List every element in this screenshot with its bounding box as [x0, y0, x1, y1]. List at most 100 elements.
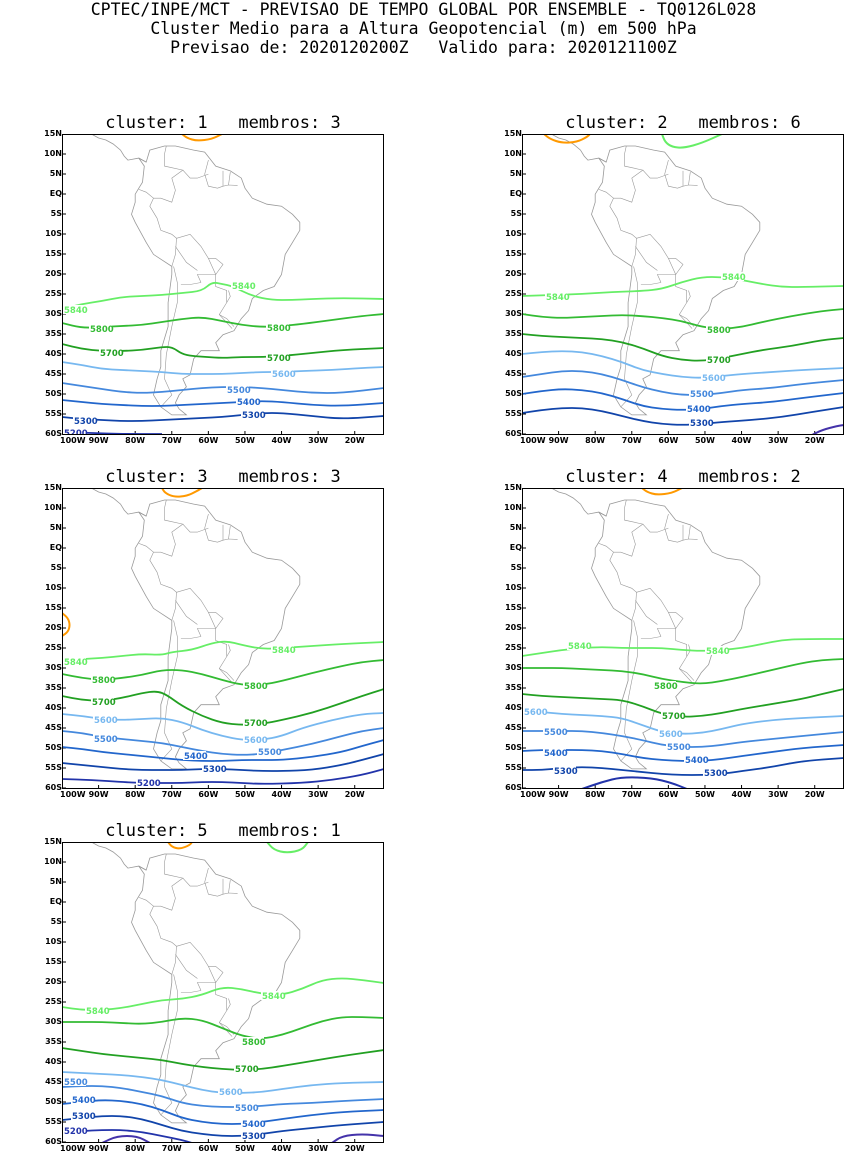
lat-tick-label: 25S	[505, 289, 522, 298]
coastline	[542, 134, 607, 163]
geopotential-map: 5840 5840 5800 5700 5600 5600 5500 5500 5400 5400…	[522, 488, 844, 789]
lon-tick-label: 60W	[198, 436, 219, 445]
contour-fragment	[661, 134, 723, 149]
lat-tick-label: 20S	[505, 623, 522, 632]
contour-label-bg	[63, 1126, 86, 1135]
lon-tick-label: 20W	[344, 436, 365, 445]
contour-label: 5300	[242, 411, 266, 421]
lat-tick-label: 35S	[505, 683, 522, 692]
map-frame	[62, 842, 384, 1143]
contour-label-bg	[99, 348, 122, 357]
contour-label: 5800	[707, 326, 731, 336]
contour-5600	[62, 1071, 384, 1094]
contour-label: 5700	[662, 712, 686, 722]
country-border	[182, 169, 209, 179]
contour-5400	[62, 399, 384, 407]
contour-fragment	[811, 424, 844, 435]
lat-tick-label: 15S	[45, 957, 62, 966]
contour-label-bg	[543, 727, 566, 736]
lat-tick-label: 20S	[45, 623, 62, 632]
map-frame	[522, 134, 844, 435]
lat-tick-label: 55S	[45, 763, 62, 772]
lat-tick-label: 55S	[45, 409, 62, 418]
lat-tick-label: 35S	[45, 329, 62, 338]
contour-label: 5700	[267, 354, 291, 364]
lat-tick-label: 5N	[49, 877, 62, 886]
contour-5500	[62, 382, 384, 394]
contour-label: 5300	[72, 1112, 96, 1122]
contour-5840	[62, 640, 384, 662]
contour-label-bg	[666, 742, 689, 751]
country-border	[675, 628, 693, 683]
contour-label-bg	[567, 641, 590, 650]
lon-tick-label: 100W	[60, 790, 86, 799]
contour-label-bg	[85, 1006, 108, 1015]
lat-tick-label: EQ	[49, 543, 62, 552]
map-panel-cluster-4: cluster: 4 membros: 2 15N 10N 5N EQ 5S 10S 15S 2…	[460, 467, 844, 807]
contour-label: 5200	[137, 779, 161, 789]
lat-tick-label: EQ	[509, 189, 522, 198]
lat-tick-label: 15S	[45, 603, 62, 612]
lat-tick-label: 30S	[45, 663, 62, 672]
country-border	[182, 523, 209, 533]
contour-label: 5500	[667, 743, 691, 753]
contour-label-bg	[241, 1119, 264, 1128]
lat-tick-label: 10N	[504, 149, 522, 158]
contour-label: 5840	[706, 647, 730, 657]
lat-tick-label: EQ	[49, 897, 62, 906]
map-frame	[522, 488, 844, 789]
contour-label-bg	[553, 766, 576, 775]
contour-5840	[522, 638, 844, 657]
contour-label: 5300	[74, 417, 98, 427]
contour-fragment	[101, 1134, 151, 1143]
lat-tick-label: 10S	[45, 583, 62, 592]
lat-tick-label: 50S	[505, 743, 522, 752]
contour-5500	[522, 370, 844, 396]
contour-fragment	[161, 488, 203, 498]
contour-label: 5400	[72, 1096, 96, 1106]
contour-label: 5600	[219, 1088, 243, 1098]
contour-label: 5600	[524, 708, 548, 718]
header-dates: Previsao de: 2020120200Z Valido para: 20…	[170, 38, 677, 57]
contour-label-bg	[93, 734, 116, 743]
lat-tick-label: 60S	[45, 429, 62, 438]
lat-tick-label: 15N	[44, 129, 62, 138]
contour-label-bg	[266, 353, 289, 362]
country-border	[642, 523, 669, 533]
contour-label-bg	[721, 272, 744, 281]
lat-tick-label: 10S	[505, 229, 522, 238]
contour-label-bg	[218, 1087, 241, 1096]
lat-tick-label: 60S	[45, 1137, 62, 1146]
country-border	[635, 600, 658, 625]
country-border	[160, 266, 178, 408]
contour-label-bg	[71, 1111, 94, 1120]
lon-tick-label: 100W	[520, 790, 546, 799]
lon-tick-label: 70W	[621, 790, 642, 799]
country-border	[664, 514, 698, 543]
contour-label-bg	[241, 1037, 264, 1046]
country-border	[208, 612, 224, 629]
lon-tick-label: 80W	[125, 1144, 146, 1153]
contour-label-bg	[653, 681, 676, 690]
contour-fragment	[641, 488, 683, 496]
lon-tick-label: 90W	[88, 1144, 109, 1153]
contour-label: 5840	[64, 658, 88, 668]
lon-tick-label: 30W	[308, 1144, 329, 1153]
coastline	[591, 145, 761, 416]
page-header: CPTEC/INPE/MCT - PREVISAO DE TEMPO GLOBA…	[0, 0, 847, 57]
contour-label-bg	[241, 1131, 264, 1140]
contour-label: 5600	[94, 716, 118, 726]
contour-5800	[522, 308, 844, 330]
geopotential-map: 5840 5840 5800 5700 5600 5500 5400 5300	[522, 134, 844, 435]
country-border	[228, 172, 231, 186]
country-border	[204, 160, 238, 189]
lat-tick-label: 55S	[505, 763, 522, 772]
contour-label-bg	[658, 729, 681, 738]
lat-tick-label: 5S	[50, 209, 62, 218]
contour-label-bg	[73, 416, 96, 425]
country-border	[688, 526, 691, 540]
country-border	[668, 258, 684, 275]
country-border	[613, 145, 644, 203]
map-frame	[62, 488, 384, 789]
lon-tick-label: 70W	[621, 436, 642, 445]
